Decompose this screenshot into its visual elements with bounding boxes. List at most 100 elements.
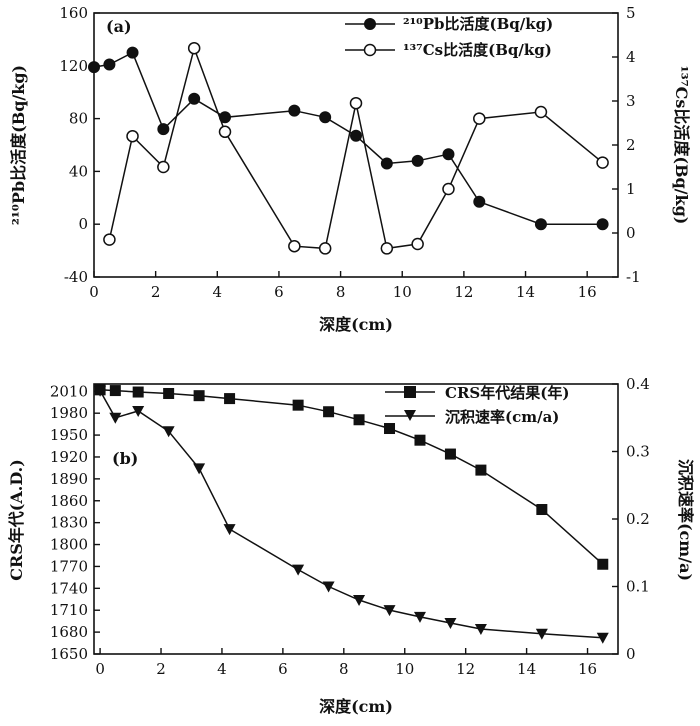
series-1-point xyxy=(353,595,366,606)
series-1-point xyxy=(442,182,455,196)
left-tick-label: 1860 xyxy=(50,492,88,510)
right-tick-label: 0.1 xyxy=(626,578,650,596)
right-tick-label: 0.3 xyxy=(626,443,650,461)
series-0-point xyxy=(380,157,393,170)
right-tick-label: 0 xyxy=(626,645,636,663)
panel-a-x-axis-title: 深度(cm) xyxy=(319,315,393,334)
series-1-point xyxy=(322,581,335,593)
series-1-point xyxy=(288,239,301,253)
panel-b-right-axis: 0 0.1 0.2 0.3 0.4 xyxy=(612,375,650,663)
series-1-point xyxy=(413,611,426,623)
series-0-point xyxy=(596,218,609,231)
series-1-point xyxy=(187,41,201,55)
left-tick-label: 160 xyxy=(59,4,88,22)
legend-rate-label: 沉积速率(cm/a) xyxy=(445,408,559,426)
left-tick-label: 120 xyxy=(59,57,88,75)
legend-pb-label: ²¹⁰Pb比活度(Bq/kg) xyxy=(403,15,553,33)
series-0-point xyxy=(288,104,301,117)
x-tick-label: 10 xyxy=(395,660,414,678)
x-tick-label: 8 xyxy=(339,660,349,678)
series-1-point xyxy=(473,112,486,125)
series-0-point xyxy=(350,129,362,142)
panel-b-left-axis: 1650 1680 1710 1740 1770 1800 1830 1860 1890 1920… xyxy=(50,382,100,663)
legend-cs-marker xyxy=(363,43,377,57)
legend-rate-marker xyxy=(404,410,416,421)
series-0-point xyxy=(109,385,121,397)
left-tick-label: 1830 xyxy=(50,514,88,532)
x-tick-label: 4 xyxy=(213,283,223,301)
x-tick-label: 0 xyxy=(89,283,99,301)
series-1-point xyxy=(318,242,332,255)
left-tick-label: 80 xyxy=(69,110,88,128)
legend-pb-marker xyxy=(364,18,376,30)
legend-crs-label: CRS年代结果(年) xyxy=(445,384,569,402)
left-tick-label: 1950 xyxy=(50,426,88,444)
left-tick-label: -40 xyxy=(64,268,88,286)
series-0-point xyxy=(597,558,609,570)
series-0-point xyxy=(103,58,116,71)
x-tick-label: 4 xyxy=(217,660,227,678)
series-0-point xyxy=(411,154,424,167)
x-tick-label: 14 xyxy=(516,283,535,301)
series-1-point xyxy=(444,617,457,629)
series-1-point xyxy=(474,624,487,636)
left-tick-label: 1890 xyxy=(50,470,88,488)
panel-a-right-axis-title: ¹³⁷Cs比活度(Bq/kg) xyxy=(672,66,691,225)
series-0-point xyxy=(132,386,144,398)
left-tick-label: 1800 xyxy=(50,536,88,554)
series-0-point xyxy=(292,399,304,411)
left-tick-label: 1680 xyxy=(50,623,88,641)
series-1-point xyxy=(380,242,394,255)
panel-b-legend: CRS年代结果(年) 沉积速率(cm/a) xyxy=(385,384,569,426)
series-0-point xyxy=(353,414,365,426)
panel-b-series xyxy=(94,384,609,644)
left-tick-label: 1770 xyxy=(50,557,88,575)
series-0-point xyxy=(414,434,426,446)
left-tick-label: 2010 xyxy=(50,382,88,400)
x-tick-label: 16 xyxy=(578,283,597,301)
series-0-point xyxy=(224,393,236,405)
series-1-point xyxy=(132,406,145,417)
x-tick-label: 2 xyxy=(151,283,161,301)
series-0-point xyxy=(323,406,335,418)
series-1-point xyxy=(535,628,548,640)
series-0-point xyxy=(442,148,455,161)
left-tick-label: 1650 xyxy=(50,645,88,663)
series-1-point xyxy=(349,96,363,110)
x-tick-label: 12 xyxy=(456,660,475,678)
x-tick-label: 8 xyxy=(336,283,346,301)
series-1-point xyxy=(126,129,139,143)
panel-b: (b) 0 2 4 6 8 10 12 14 16 1650 1680 1710 1740 1770 18… xyxy=(7,375,695,716)
right-tick-label: 0.2 xyxy=(626,510,650,528)
series-0-point xyxy=(193,390,205,402)
series-1-point xyxy=(162,426,175,438)
panel-a-label: (a) xyxy=(106,17,132,36)
left-tick-label: 1740 xyxy=(50,579,88,597)
series-1-point xyxy=(596,156,609,169)
series-0-point xyxy=(163,387,175,399)
right-tick-label: 3 xyxy=(626,92,636,110)
panel-a-right-axis: -1 0 1 2 3 4 5 xyxy=(612,4,641,286)
panel-a-left-axis-title: ²¹⁰Pb比活度(Bq/kg) xyxy=(9,65,28,225)
series-1-point xyxy=(218,125,232,139)
right-tick-label: 0 xyxy=(626,224,636,242)
series-1-point xyxy=(223,524,236,536)
series-1-line xyxy=(108,45,604,250)
right-tick-label: 5 xyxy=(626,4,636,22)
x-tick-label: 6 xyxy=(278,660,288,678)
series-1-point xyxy=(109,412,122,424)
series-0-point xyxy=(319,111,332,124)
series-1-point xyxy=(157,160,170,174)
series-1-point xyxy=(383,605,396,617)
x-tick-label: 12 xyxy=(454,283,473,301)
series-1-point xyxy=(411,237,424,251)
right-tick-label: -1 xyxy=(626,268,641,286)
panel-a-series xyxy=(88,41,609,255)
left-tick-label: 40 xyxy=(69,162,88,180)
x-tick-label: 0 xyxy=(95,660,105,678)
series-0-point xyxy=(536,504,548,516)
series-1-point xyxy=(596,632,609,644)
right-tick-label: 4 xyxy=(626,48,636,66)
panel-b-x-axis: 0 2 4 6 8 10 12 14 16 xyxy=(95,648,597,678)
